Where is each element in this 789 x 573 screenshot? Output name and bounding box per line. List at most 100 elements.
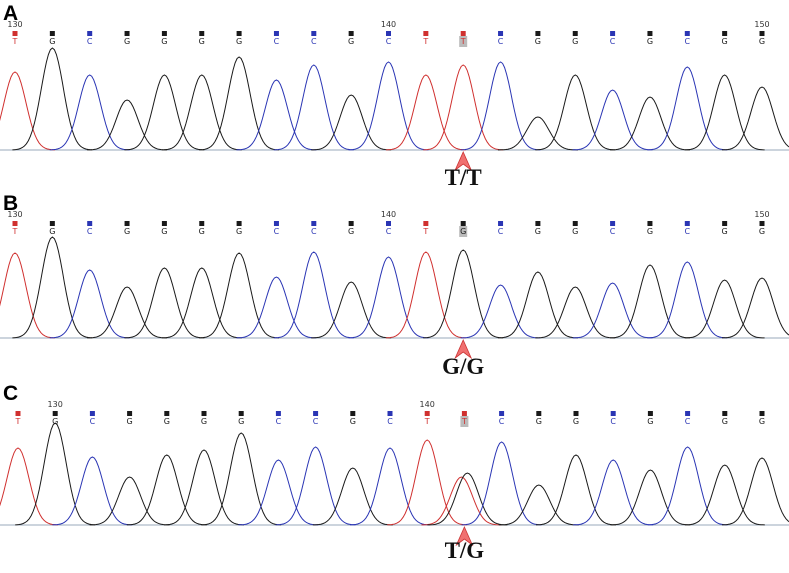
base-marker — [236, 31, 242, 36]
trace-peak — [12, 236, 93, 339]
trace-peak — [161, 267, 242, 339]
base-call: C — [610, 417, 616, 426]
base-marker — [573, 411, 579, 416]
base-call: G — [124, 227, 130, 236]
base-call: G — [161, 37, 167, 46]
trace-peak — [49, 74, 130, 151]
genotype-label: G/G — [442, 354, 484, 379]
base-marker — [722, 411, 728, 416]
trace-peak — [387, 439, 468, 526]
trace-peak — [236, 79, 317, 151]
base-marker — [610, 411, 616, 416]
base-highlight — [460, 416, 469, 427]
base-call: G — [124, 37, 130, 46]
base-call: G — [647, 227, 653, 236]
base-marker — [273, 221, 279, 226]
trace-peak — [238, 459, 319, 526]
base-marker — [423, 221, 429, 226]
base-marker — [684, 221, 690, 226]
trace-peak — [423, 249, 504, 339]
base-marker — [647, 221, 653, 226]
base-marker — [685, 411, 691, 416]
base-marker — [759, 31, 765, 36]
trace-peak — [610, 469, 691, 526]
base-call: G — [759, 37, 765, 46]
base-marker — [350, 411, 356, 416]
trace-peak — [0, 71, 56, 151]
arrow — [454, 339, 473, 360]
base-marker — [199, 221, 205, 226]
trace-peak — [236, 276, 317, 339]
genotype-label: T/T — [445, 165, 482, 190]
trace-peak — [124, 74, 205, 151]
position-label: 140 — [381, 20, 396, 29]
base-marker — [199, 31, 205, 36]
base-call: C — [274, 227, 280, 236]
trace-peak — [385, 251, 466, 339]
trace-peak — [647, 446, 728, 526]
base-call: C — [311, 227, 317, 236]
base-marker — [238, 411, 244, 416]
position-label: 150 — [754, 210, 769, 219]
trace-peak — [348, 256, 429, 339]
base-marker — [572, 31, 578, 36]
base-call: G — [238, 417, 244, 426]
base-marker — [647, 31, 653, 36]
base-call: G — [236, 37, 242, 46]
base-call: G — [350, 417, 356, 426]
base-call: C — [685, 417, 691, 426]
base-call: C — [499, 417, 505, 426]
base-marker — [498, 31, 504, 36]
base-marker — [236, 221, 242, 226]
trace-peak — [573, 459, 654, 526]
base-call: G — [535, 227, 541, 236]
base-call: G — [647, 417, 653, 426]
base-call: G — [535, 37, 541, 46]
base-marker — [124, 31, 130, 36]
panel-label: A — [3, 2, 18, 25]
panel: C 130 140 T G C G G G G C C G C T T C G G C G C G G T/G — [0, 382, 789, 563]
base-call: C — [610, 37, 616, 46]
base-marker — [161, 221, 167, 226]
trace-peak — [199, 252, 280, 339]
base-marker — [759, 411, 765, 416]
trace-peak — [348, 61, 429, 151]
base-marker — [460, 31, 466, 36]
panel-label: B — [3, 192, 18, 215]
base-call: T — [461, 417, 467, 426]
trace-peak — [535, 74, 616, 151]
base-marker — [460, 221, 466, 226]
position-label: 130 — [7, 20, 22, 29]
base-marker — [759, 221, 765, 226]
base-marker — [536, 411, 542, 416]
trace-peak — [647, 261, 728, 339]
base-call: G — [236, 227, 242, 236]
trace-peak — [572, 282, 653, 339]
base-call: C — [610, 227, 616, 236]
base-call: G — [164, 417, 170, 426]
base-highlight — [459, 36, 468, 47]
base-call: C — [685, 37, 691, 46]
base-marker — [49, 31, 55, 36]
trace-peak — [460, 61, 541, 151]
trace-peak — [52, 456, 133, 526]
trace-peak — [275, 446, 356, 526]
base-call: G — [348, 37, 354, 46]
base-call: G — [647, 37, 653, 46]
base-call: G — [759, 417, 765, 426]
trace-peak — [87, 99, 168, 151]
base-call: G — [49, 227, 55, 236]
trace-peak — [49, 269, 130, 339]
base-call: G — [722, 227, 728, 236]
trace-peak — [721, 457, 789, 526]
arrow — [455, 526, 474, 547]
trace-peak — [423, 64, 504, 151]
base-call: T — [422, 37, 428, 46]
base-call: G — [52, 417, 58, 426]
trace-peak — [312, 467, 393, 526]
base-call: G — [49, 37, 55, 46]
base-marker — [49, 221, 55, 226]
base-call: G — [348, 227, 354, 236]
